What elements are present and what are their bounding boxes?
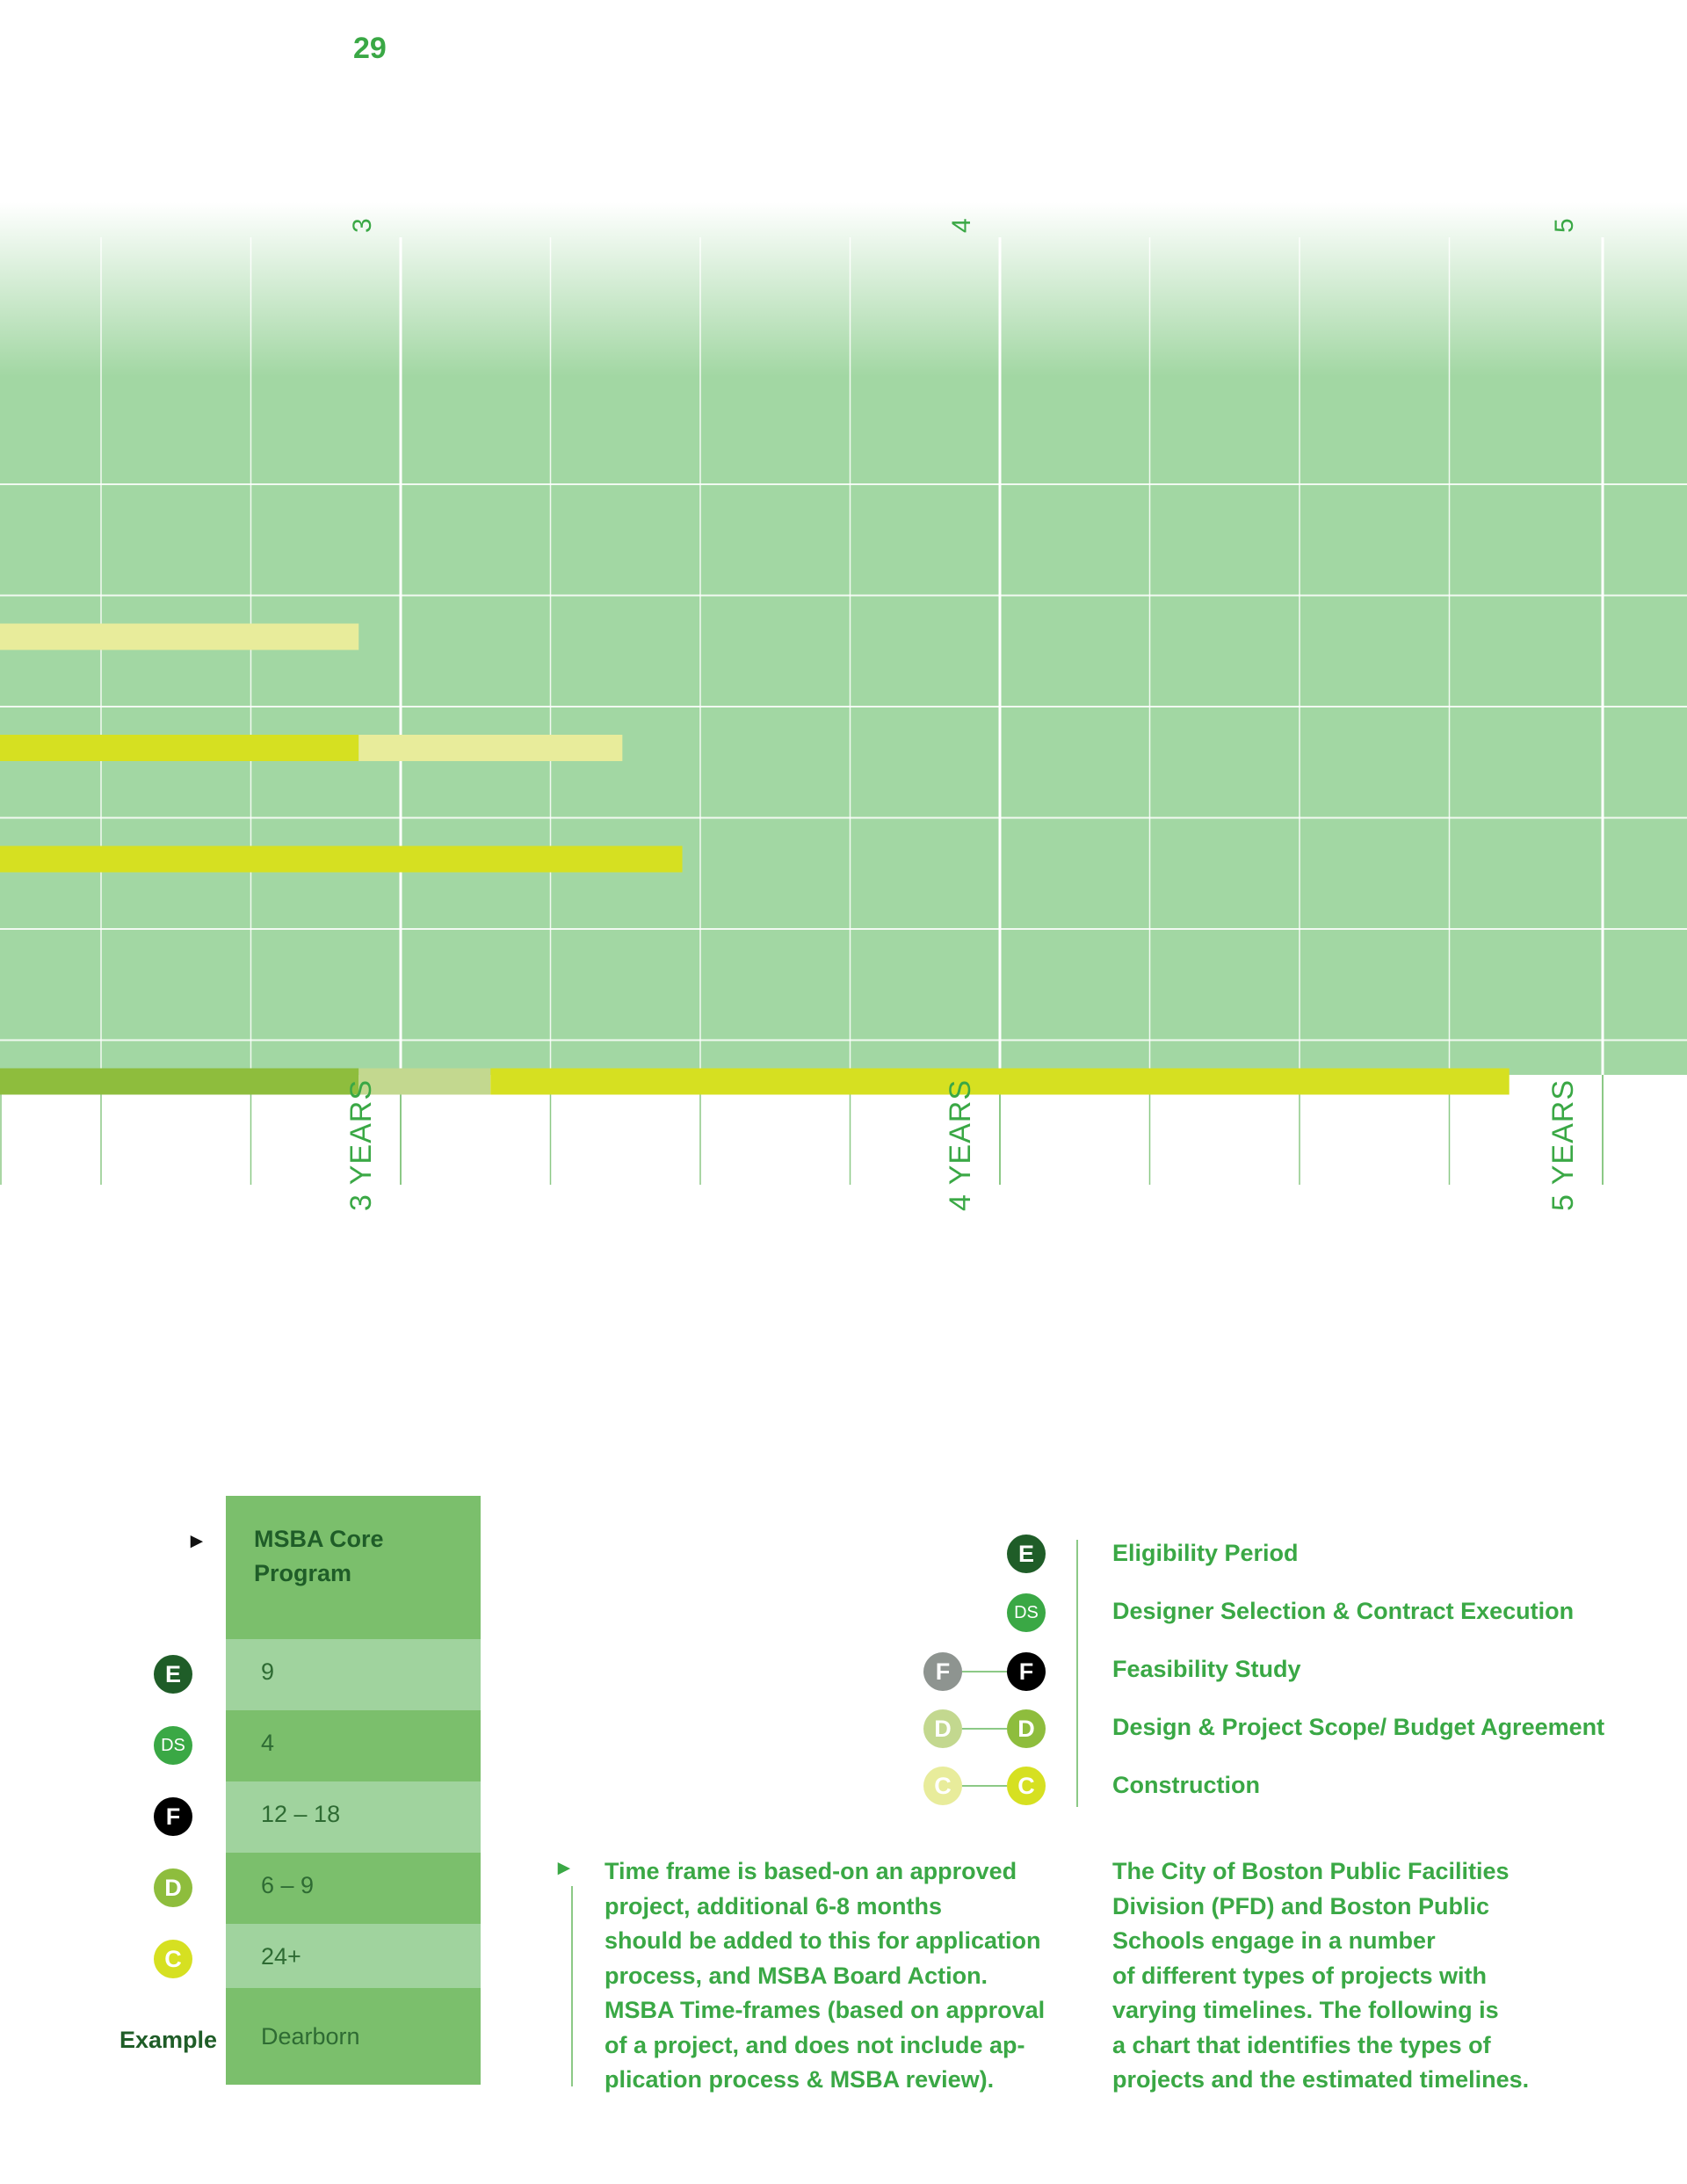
core-table-example-value: Dearborn bbox=[261, 2023, 360, 2050]
top-year-label: 5 bbox=[1550, 218, 1579, 233]
core-table-value: 12 – 18 bbox=[261, 1801, 341, 1827]
legend-label-designer-selection: Designer Selection & Contract Execution bbox=[1112, 1598, 1575, 1624]
example-label: Example bbox=[119, 2027, 218, 2053]
gantt-bar-c-light bbox=[0, 623, 359, 650]
legend-connector bbox=[962, 1785, 1007, 1787]
note-divider bbox=[571, 1886, 573, 2086]
gantt-chart: 3 3 YEARS 4 4 YEARS 5 5 YEARS bbox=[0, 202, 1687, 1222]
note-left-line: plication process & MSBA review). bbox=[605, 2066, 995, 2093]
note-right-line: a chart that identifies the types of bbox=[1112, 2031, 1491, 2058]
core-table-row-example: Dearborn bbox=[226, 1988, 481, 2085]
note-left-line: Time frame is based-on an approved bbox=[605, 1858, 1017, 1884]
legend-designer-selection-icon: DS bbox=[1007, 1593, 1046, 1632]
top-year-label: 4 bbox=[947, 218, 976, 233]
legend-connector bbox=[962, 1671, 1007, 1672]
note-left-line: project, additional 6-8 months bbox=[605, 1892, 943, 1919]
core-program-table: MSBA Core Program 9 4 12 – 18 6 – 9 24+ … bbox=[226, 1496, 481, 2085]
note-right-line: The City of Boston Public Facilities bbox=[1112, 1858, 1510, 1884]
core-table-value: 9 bbox=[261, 1658, 275, 1685]
legend-label-feasibility: Feasibility Study bbox=[1112, 1656, 1301, 1682]
legend-design-light-icon: D bbox=[923, 1709, 962, 1748]
core-table-row-f: 12 – 18 bbox=[226, 1781, 481, 1853]
legend-label-eligibility: Eligibility Period bbox=[1112, 1540, 1299, 1566]
gantt-bar-c-light bbox=[358, 735, 623, 761]
legend-divider bbox=[1076, 1540, 1078, 1807]
legend-label-construction: Construction bbox=[1112, 1772, 1260, 1798]
gantt-bar-c bbox=[0, 845, 683, 873]
bottom-year-label: 4 YEARS bbox=[944, 1078, 977, 1211]
design-icon: D bbox=[154, 1868, 192, 1907]
note-left-line: process, and MSBA Board Action. bbox=[605, 1962, 988, 1989]
note-arrow-icon: ► bbox=[554, 1856, 575, 1880]
bottom-year-label: 5 YEARS bbox=[1546, 1078, 1580, 1211]
core-table-value: 6 – 9 bbox=[261, 1872, 315, 1898]
core-table-header: MSBA Core Program bbox=[226, 1496, 481, 1639]
core-table-value: 24+ bbox=[261, 1943, 301, 1970]
note-right-line: of different types of projects with bbox=[1112, 1962, 1488, 1989]
core-table-value: 4 bbox=[261, 1730, 275, 1756]
core-table-title: MSBA Core Program bbox=[254, 1526, 384, 1587]
legend-construction-light-icon: C bbox=[923, 1767, 962, 1805]
note-right-line: Schools engage in a number bbox=[1112, 1927, 1436, 1954]
legend-eligibility-icon: E bbox=[1007, 1535, 1046, 1573]
core-table-row-d: 6 – 9 bbox=[226, 1853, 481, 1924]
gantt-bar-c bbox=[490, 1068, 1510, 1095]
core-table-row-c: 24+ bbox=[226, 1924, 481, 1995]
construction-icon: C bbox=[154, 1940, 192, 1978]
bottom-year-label: 3 YEARS bbox=[344, 1078, 378, 1211]
legend-feasibility-icon: F bbox=[1007, 1652, 1046, 1691]
gantt-bar-d-light bbox=[358, 1068, 491, 1095]
note-left-line: MSBA Time-frames (based on approval bbox=[605, 1997, 1046, 2023]
note-left-line: of a project, and does not include ap- bbox=[605, 2031, 1025, 2058]
core-table-row-e: 9 bbox=[226, 1639, 481, 1710]
legend-feasibility-light-icon: F bbox=[923, 1652, 962, 1691]
note-right-line: projects and the estimated timelines. bbox=[1112, 2066, 1530, 2093]
note-right-line: Division (PFD) and Boston Public bbox=[1112, 1892, 1490, 1919]
pointer-arrow-icon: ► bbox=[186, 1529, 207, 1553]
top-year-label: 3 bbox=[348, 218, 377, 233]
page-number: 29 bbox=[353, 32, 387, 65]
legend-design-icon: D bbox=[1007, 1709, 1046, 1748]
legend-label-design: Design & Project Scope/ Budget Agreement bbox=[1112, 1714, 1605, 1740]
note-right-line: varying timelines. The following is bbox=[1112, 1997, 1499, 2023]
legend-construction-icon: C bbox=[1007, 1767, 1046, 1805]
designer-selection-icon: DS bbox=[154, 1726, 192, 1765]
note-left-line: should be added to this for application bbox=[605, 1927, 1041, 1954]
eligibility-icon: E bbox=[154, 1655, 192, 1694]
legend-connector bbox=[962, 1728, 1007, 1730]
gantt-bar-c bbox=[0, 735, 359, 761]
core-table-row-ds: 4 bbox=[226, 1710, 481, 1781]
feasibility-icon: F bbox=[154, 1797, 192, 1836]
gantt-chart-svg bbox=[0, 202, 1687, 1185]
gantt-bar-d bbox=[0, 1068, 359, 1095]
